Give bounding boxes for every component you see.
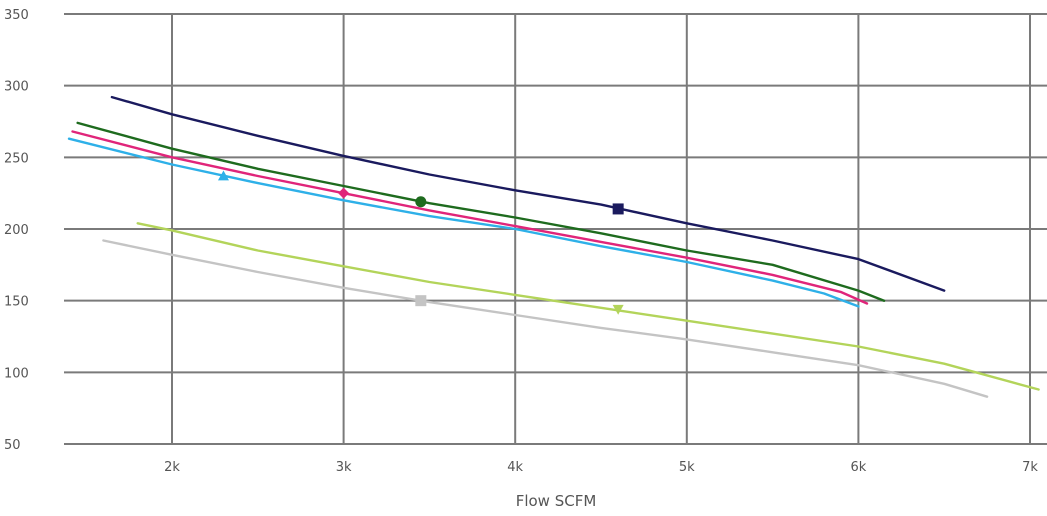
- y-tick-label: 50: [4, 438, 21, 453]
- x-tick-label: 6k: [850, 460, 866, 475]
- x-tick-label: 7k: [1022, 460, 1038, 475]
- grid-lines: [64, 13, 1047, 445]
- y-tick-label: 250: [4, 151, 29, 166]
- y-tick-label: 150: [4, 295, 29, 310]
- x-tick-label: 3k: [336, 460, 352, 475]
- series-line-1: [110, 95, 946, 292]
- series-marker-5: [612, 304, 624, 315]
- x-axis-tick-labels: 2k 3k 4k 5k 6k 7k: [164, 460, 1038, 475]
- series-line-3: [71, 130, 869, 305]
- series-line-6: [102, 239, 989, 398]
- marker-group: [217, 170, 624, 315]
- y-tick-label: 100: [4, 366, 29, 381]
- x-tick-label: 5k: [679, 460, 695, 475]
- y-axis-tick-labels: 50 100 150 200 250 300 350: [4, 8, 29, 453]
- series-line-5: [136, 222, 1040, 391]
- series-marker-2: [415, 196, 427, 208]
- series-group: [67, 95, 1040, 398]
- series-marker-1: [612, 203, 624, 215]
- series-marker-4: [217, 170, 229, 181]
- series-marker-6: [415, 295, 427, 307]
- y-tick-label: 350: [4, 8, 29, 23]
- series-line-4: [67, 137, 860, 308]
- x-tick-label: 4k: [507, 460, 523, 475]
- series-line-2: [76, 121, 886, 302]
- y-tick-label: 200: [4, 223, 29, 238]
- series-marker-3: [338, 187, 350, 199]
- x-tick-label: 2k: [164, 460, 180, 475]
- y-tick-label: 300: [4, 80, 29, 95]
- x-axis-title: Flow SCFM: [516, 492, 597, 510]
